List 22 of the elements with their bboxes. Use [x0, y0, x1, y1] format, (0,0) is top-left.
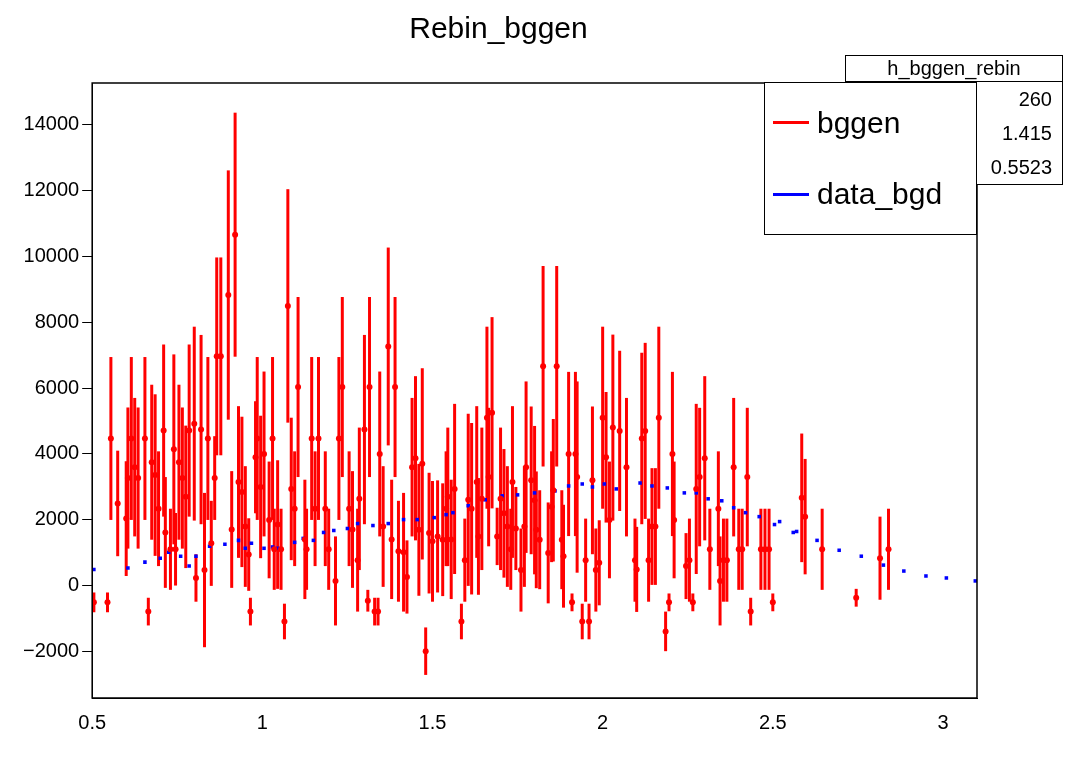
x-tick-label: 3	[937, 710, 949, 733]
x-tick-label: 1.5	[418, 710, 447, 733]
x-tick-label: 2	[597, 710, 609, 733]
text: 260	[1018, 88, 1052, 110]
legend-label: bggen	[817, 105, 901, 140]
y-tick-label: 10000	[23, 243, 80, 266]
y-tick-label: 4000	[34, 441, 80, 464]
text: 1.415	[1001, 122, 1052, 144]
text: 0.5523	[990, 156, 1052, 178]
y-tick-label: 14000	[23, 111, 80, 134]
x-tick-label: 2.5	[758, 710, 787, 733]
y-tick-label: 2000	[34, 507, 80, 530]
y-tick-label: −2000	[23, 639, 80, 662]
y-tick-label: 12000	[23, 177, 80, 200]
y-tick-label: 8000	[34, 309, 80, 332]
text: h_bggen_rebin	[846, 56, 1062, 82]
y-tick-label: 6000	[34, 375, 80, 398]
x-tick-label: 1	[256, 710, 268, 733]
chart-title: Rebin_bggen	[409, 11, 588, 45]
legend-label: data_bgd	[817, 177, 943, 212]
x-tick-label: 0.5	[78, 710, 107, 733]
y-tick-label: 0	[68, 573, 80, 596]
